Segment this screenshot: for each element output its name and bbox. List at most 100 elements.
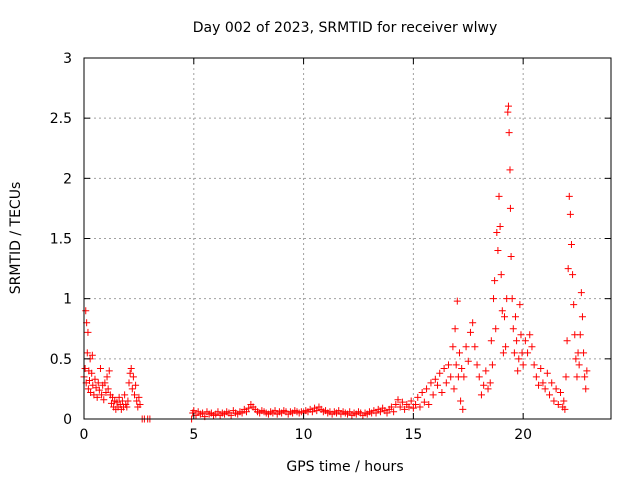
data-point: [136, 401, 144, 409]
data-point: [502, 343, 510, 351]
data-point: [425, 401, 433, 409]
grid: [84, 58, 611, 419]
data-point: [96, 364, 104, 372]
data-point: [459, 405, 467, 413]
data-point: [457, 397, 465, 405]
data-point: [398, 398, 406, 406]
data-point: [516, 301, 524, 309]
data-point: [546, 391, 554, 399]
data-point: [242, 408, 250, 416]
data-point: [83, 349, 91, 357]
data-point: [530, 361, 538, 369]
data-point: [509, 325, 517, 333]
data-point: [335, 407, 343, 415]
data-point: [497, 271, 505, 279]
data-point: [126, 369, 134, 377]
y-tick-label: 1.5: [50, 232, 72, 248]
data-point: [100, 396, 108, 404]
data-point: [494, 247, 502, 255]
data-point: [521, 337, 529, 345]
data-point: [105, 367, 113, 375]
data-point: [103, 373, 111, 381]
data-point: [507, 253, 515, 261]
data-point: [82, 307, 90, 315]
data-point: [95, 386, 103, 394]
data-point: [493, 228, 501, 236]
data-point: [504, 102, 512, 110]
data-point: [573, 373, 581, 381]
data-point: [552, 385, 560, 393]
data-point: [577, 289, 585, 297]
data-point: [214, 408, 222, 416]
data-point: [109, 393, 117, 401]
data-point: [131, 391, 139, 399]
data-point: [392, 401, 400, 409]
data-point: [513, 337, 521, 345]
data-point: [405, 403, 413, 411]
y-tick-label: 2.5: [50, 111, 72, 127]
chart-title: Day 002 of 2023, SRMTID for receiver wlw…: [193, 20, 498, 36]
data-point: [490, 295, 498, 303]
data-point: [475, 373, 483, 381]
data-point: [583, 367, 591, 375]
data-point: [471, 343, 479, 351]
data-point: [517, 331, 525, 339]
data-point: [438, 389, 446, 397]
data-point: [431, 375, 439, 383]
data-point: [124, 397, 132, 405]
data-point: [537, 364, 545, 372]
data-point: [98, 391, 106, 399]
data-point: [582, 385, 590, 393]
data-point: [528, 343, 536, 351]
data-point: [190, 407, 198, 415]
data-point: [565, 192, 573, 200]
data-point: [313, 407, 321, 415]
data-point: [407, 397, 415, 405]
data-point: [81, 364, 89, 372]
data-point: [102, 389, 110, 397]
data-point: [469, 319, 477, 327]
data-point: [506, 166, 514, 174]
data-point: [238, 409, 246, 417]
data-point: [409, 404, 417, 412]
data-point: [510, 349, 518, 357]
data-point: [491, 277, 499, 285]
data-point: [383, 409, 391, 417]
data-point: [434, 381, 442, 389]
data-point: [85, 376, 93, 384]
data-point: [581, 373, 589, 381]
x-tick-labels: 0 5 10 15 20: [80, 427, 533, 443]
data-point: [199, 409, 207, 417]
data-point: [88, 369, 96, 377]
data-point: [514, 367, 522, 375]
data-point: [93, 393, 101, 401]
data-point: [482, 367, 490, 375]
y-axis-label: SRMTID / TECUs: [8, 182, 24, 295]
data-point: [556, 389, 564, 397]
y-tick-label: 3: [63, 51, 72, 67]
data-point: [414, 393, 422, 401]
data-point: [511, 313, 519, 321]
data-point: [562, 373, 570, 381]
data-point: [506, 204, 514, 212]
x-tick-label: 20: [514, 427, 532, 443]
data-point: [84, 328, 92, 336]
data-point: [412, 401, 420, 409]
y-tick-label: 0: [63, 412, 72, 428]
x-axis-label: GPS time / hours: [286, 459, 403, 475]
x-tick-label: 5: [189, 427, 198, 443]
data-point: [88, 351, 96, 359]
y-tick-label: 1: [63, 292, 72, 308]
data-point: [480, 381, 488, 389]
data-point: [484, 385, 492, 393]
data-point: [133, 397, 141, 405]
data-point: [548, 379, 556, 387]
data-point: [394, 396, 402, 404]
data-point: [227, 411, 235, 419]
data-point: [135, 393, 143, 401]
data-point: [492, 325, 500, 333]
data-point: [498, 307, 506, 315]
data-point: [488, 361, 496, 369]
data-point: [101, 379, 109, 387]
